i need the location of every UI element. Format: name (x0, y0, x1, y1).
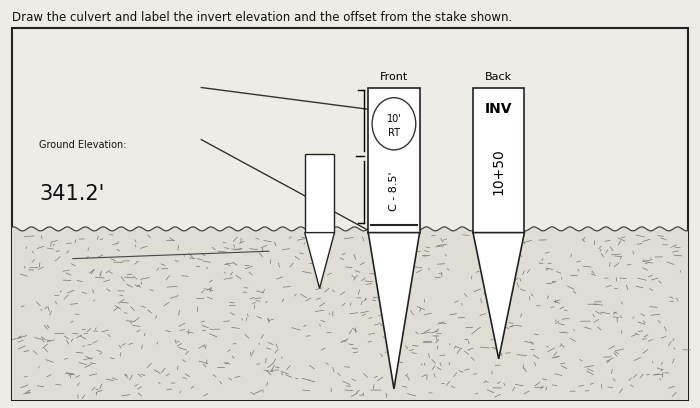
Text: 10': 10' (386, 113, 401, 124)
Polygon shape (304, 233, 335, 288)
Text: 341.2': 341.2' (39, 184, 104, 204)
Text: INV: INV (485, 102, 512, 116)
Bar (304, 155, 335, 233)
Text: 10+50: 10+50 (491, 148, 505, 195)
Bar (368, 88, 419, 233)
Text: Ground Elevation:: Ground Elevation: (39, 140, 127, 150)
Polygon shape (368, 233, 419, 389)
Text: C - 8.5': C - 8.5' (389, 171, 399, 211)
Text: Draw the culvert and label the invert elevation and the offset from the stake sh: Draw the culvert and label the invert el… (12, 11, 512, 24)
Text: Back: Back (485, 71, 512, 82)
Polygon shape (12, 227, 688, 400)
Text: Front: Front (380, 71, 408, 82)
Polygon shape (473, 233, 524, 359)
Text: RT: RT (388, 128, 400, 138)
Bar (473, 88, 524, 233)
Ellipse shape (372, 98, 416, 150)
